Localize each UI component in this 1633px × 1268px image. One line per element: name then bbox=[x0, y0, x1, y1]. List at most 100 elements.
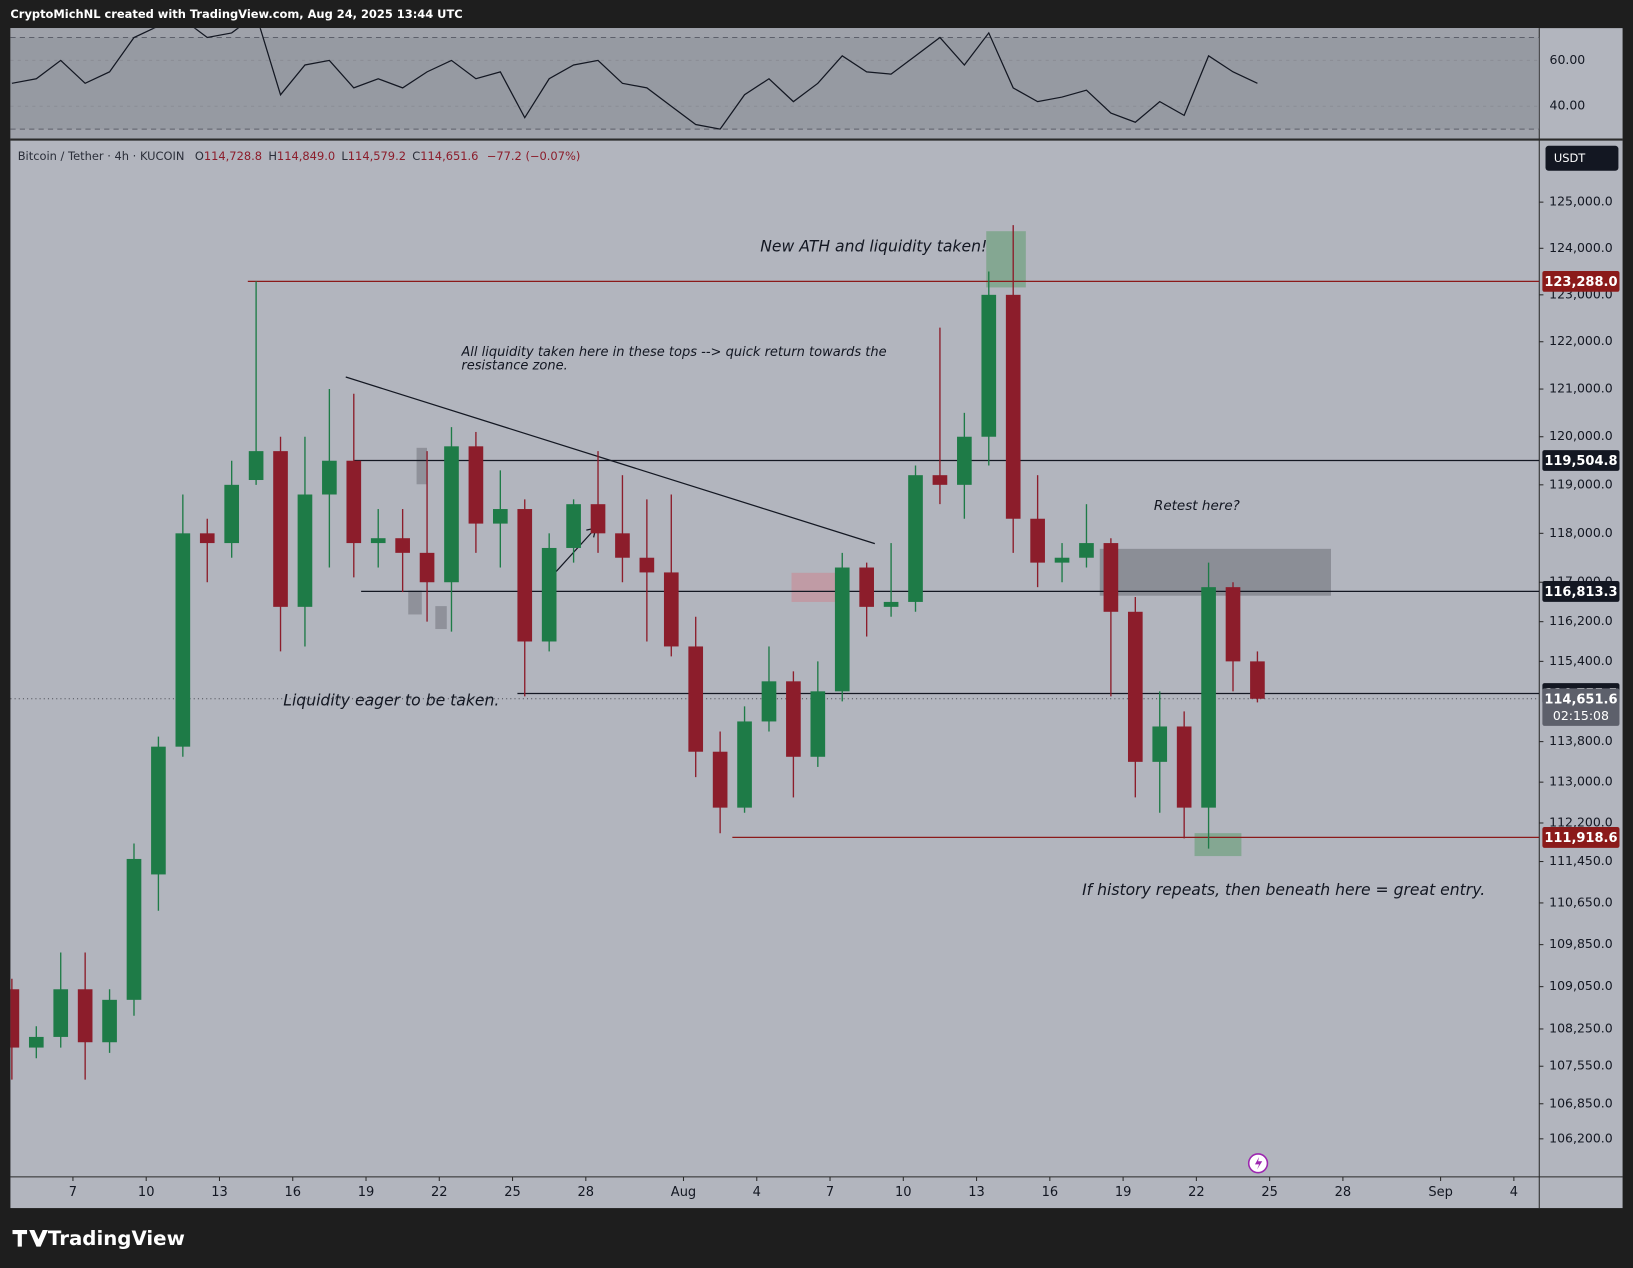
x-tick-label: 19 bbox=[1115, 1185, 1132, 1200]
y-tick-label: 106,850.0 bbox=[1549, 1095, 1613, 1110]
x-tick-label: 16 bbox=[284, 1185, 301, 1200]
candle-body bbox=[1127, 611, 1143, 762]
candle-body bbox=[663, 572, 679, 647]
x-tick-label: 19 bbox=[358, 1185, 375, 1200]
y-tick-label: 121,000.0 bbox=[1549, 381, 1613, 396]
price-label-bg bbox=[1542, 450, 1620, 471]
y-tick-label: 122,000.0 bbox=[1549, 333, 1613, 348]
candle-body bbox=[322, 460, 337, 495]
legend-text: H bbox=[268, 149, 277, 163]
y-tick-label: 115,400.0 bbox=[1549, 653, 1613, 668]
y-tick-label: 109,050.0 bbox=[1549, 978, 1613, 993]
y-tick-label: 116,200.0 bbox=[1549, 613, 1613, 628]
y-tick-label: 119,000.0 bbox=[1549, 476, 1613, 491]
candle-body bbox=[395, 538, 410, 553]
zone-box bbox=[408, 590, 422, 615]
x-tick-label: 25 bbox=[1261, 1185, 1278, 1200]
rsi bbox=[10, 28, 1540, 130]
legend-text: 114,728.8 bbox=[204, 149, 262, 163]
candle-body bbox=[444, 446, 459, 583]
x-tick-label: 22 bbox=[1188, 1185, 1205, 1200]
candle-body bbox=[248, 451, 264, 481]
price-label-bg bbox=[1542, 827, 1620, 848]
candle-body bbox=[981, 294, 997, 437]
annotation-box: All liquidity taken here in these tops -… bbox=[461, 344, 887, 373]
x-tick-label: 10 bbox=[138, 1185, 155, 1200]
candle-body bbox=[1054, 557, 1070, 563]
candle-body bbox=[712, 751, 728, 808]
y-tick-label: 110,650.0 bbox=[1549, 894, 1613, 909]
zone-box bbox=[986, 231, 1026, 288]
candle-body bbox=[1225, 587, 1241, 662]
candle-body bbox=[761, 681, 777, 722]
legend-text: L bbox=[341, 149, 348, 163]
candle-body bbox=[810, 691, 826, 757]
price-label: 111,918.6 bbox=[1544, 831, 1617, 846]
legend-text: 114,651.6 bbox=[420, 149, 478, 163]
candle-body bbox=[908, 475, 923, 602]
currency: USDT bbox=[1554, 151, 1586, 165]
x-tick-label: 4 bbox=[753, 1185, 761, 1200]
x-tick-label: 13 bbox=[968, 1185, 985, 1200]
chart-area bbox=[10, 28, 1623, 1209]
x-tick-label: 28 bbox=[1335, 1185, 1352, 1200]
rsi-band bbox=[10, 37, 1540, 130]
zone-box bbox=[416, 447, 427, 485]
candle-body bbox=[566, 504, 581, 548]
candle-body bbox=[175, 533, 191, 747]
price-label: 123,288.0 bbox=[1544, 275, 1617, 290]
legend: Bitcoin / Tether · 4h · KUCOIN O114,728.8… bbox=[18, 149, 581, 163]
x-tick-label: 7 bbox=[69, 1185, 77, 1200]
event-icon-glyph bbox=[1254, 1157, 1263, 1170]
currency-badge bbox=[1545, 145, 1619, 171]
candle-body bbox=[1250, 661, 1265, 699]
y-tick-label: 113,800.0 bbox=[1549, 733, 1613, 748]
annotation: Retest here? bbox=[1154, 498, 1240, 514]
y-tick-label: 118,000.0 bbox=[1549, 525, 1613, 540]
price-label: 116,813.3 bbox=[1544, 585, 1617, 600]
candle-body bbox=[102, 999, 117, 1043]
candle-body bbox=[541, 547, 557, 642]
price-label: 114,651.6 bbox=[1544, 692, 1617, 707]
candle-body bbox=[273, 451, 288, 607]
annotation: All liquidity taken here in these tops -… bbox=[461, 344, 887, 373]
y-tick-label: 120,000.0 bbox=[1549, 428, 1613, 443]
annotation: New ATH and liquidity taken! bbox=[760, 237, 987, 255]
candle-body bbox=[28, 1036, 44, 1048]
candle-body bbox=[419, 552, 435, 583]
legend-text: −77.2 (−0.07%) bbox=[487, 149, 581, 163]
candle-body bbox=[1030, 518, 1045, 563]
brand-logo bbox=[12, 1229, 48, 1247]
y-tick-label: 111,450.0 bbox=[1549, 853, 1613, 868]
y-tick-label: 125,000.0 bbox=[1549, 194, 1613, 209]
credit: CryptoMichNL created with TradingView.co… bbox=[10, 7, 462, 21]
price-label: 119,504.8 bbox=[1544, 454, 1617, 469]
y-tick-label: 107,550.0 bbox=[1549, 1058, 1613, 1073]
candle-body bbox=[737, 721, 752, 808]
candle-body bbox=[126, 858, 142, 1000]
plot bbox=[10, 225, 1540, 1080]
candle-body bbox=[786, 681, 801, 757]
candle-body bbox=[1201, 587, 1216, 808]
y-tick-label: 106,200.0 bbox=[1549, 1130, 1613, 1145]
legend-text: 114,579.2 bbox=[348, 149, 406, 163]
x-tick-label: 28 bbox=[578, 1185, 595, 1200]
series bbox=[10, 225, 1540, 1080]
candle-body bbox=[639, 557, 655, 573]
price-label-bg bbox=[1542, 688, 1620, 726]
candle-body bbox=[151, 746, 166, 875]
x-tick-label: 4 bbox=[1510, 1185, 1518, 1200]
candle-body bbox=[493, 509, 508, 524]
x-tick-label: 25 bbox=[504, 1185, 521, 1200]
candle-body bbox=[590, 504, 606, 534]
brand: TradingView bbox=[48, 1227, 185, 1250]
candle-body bbox=[1079, 543, 1094, 558]
candle-body bbox=[688, 646, 704, 752]
y-tick-label: 112,200.0 bbox=[1549, 814, 1613, 829]
candle-body bbox=[10, 989, 20, 1048]
candle-body bbox=[297, 494, 313, 607]
legend-text: O bbox=[195, 149, 204, 163]
